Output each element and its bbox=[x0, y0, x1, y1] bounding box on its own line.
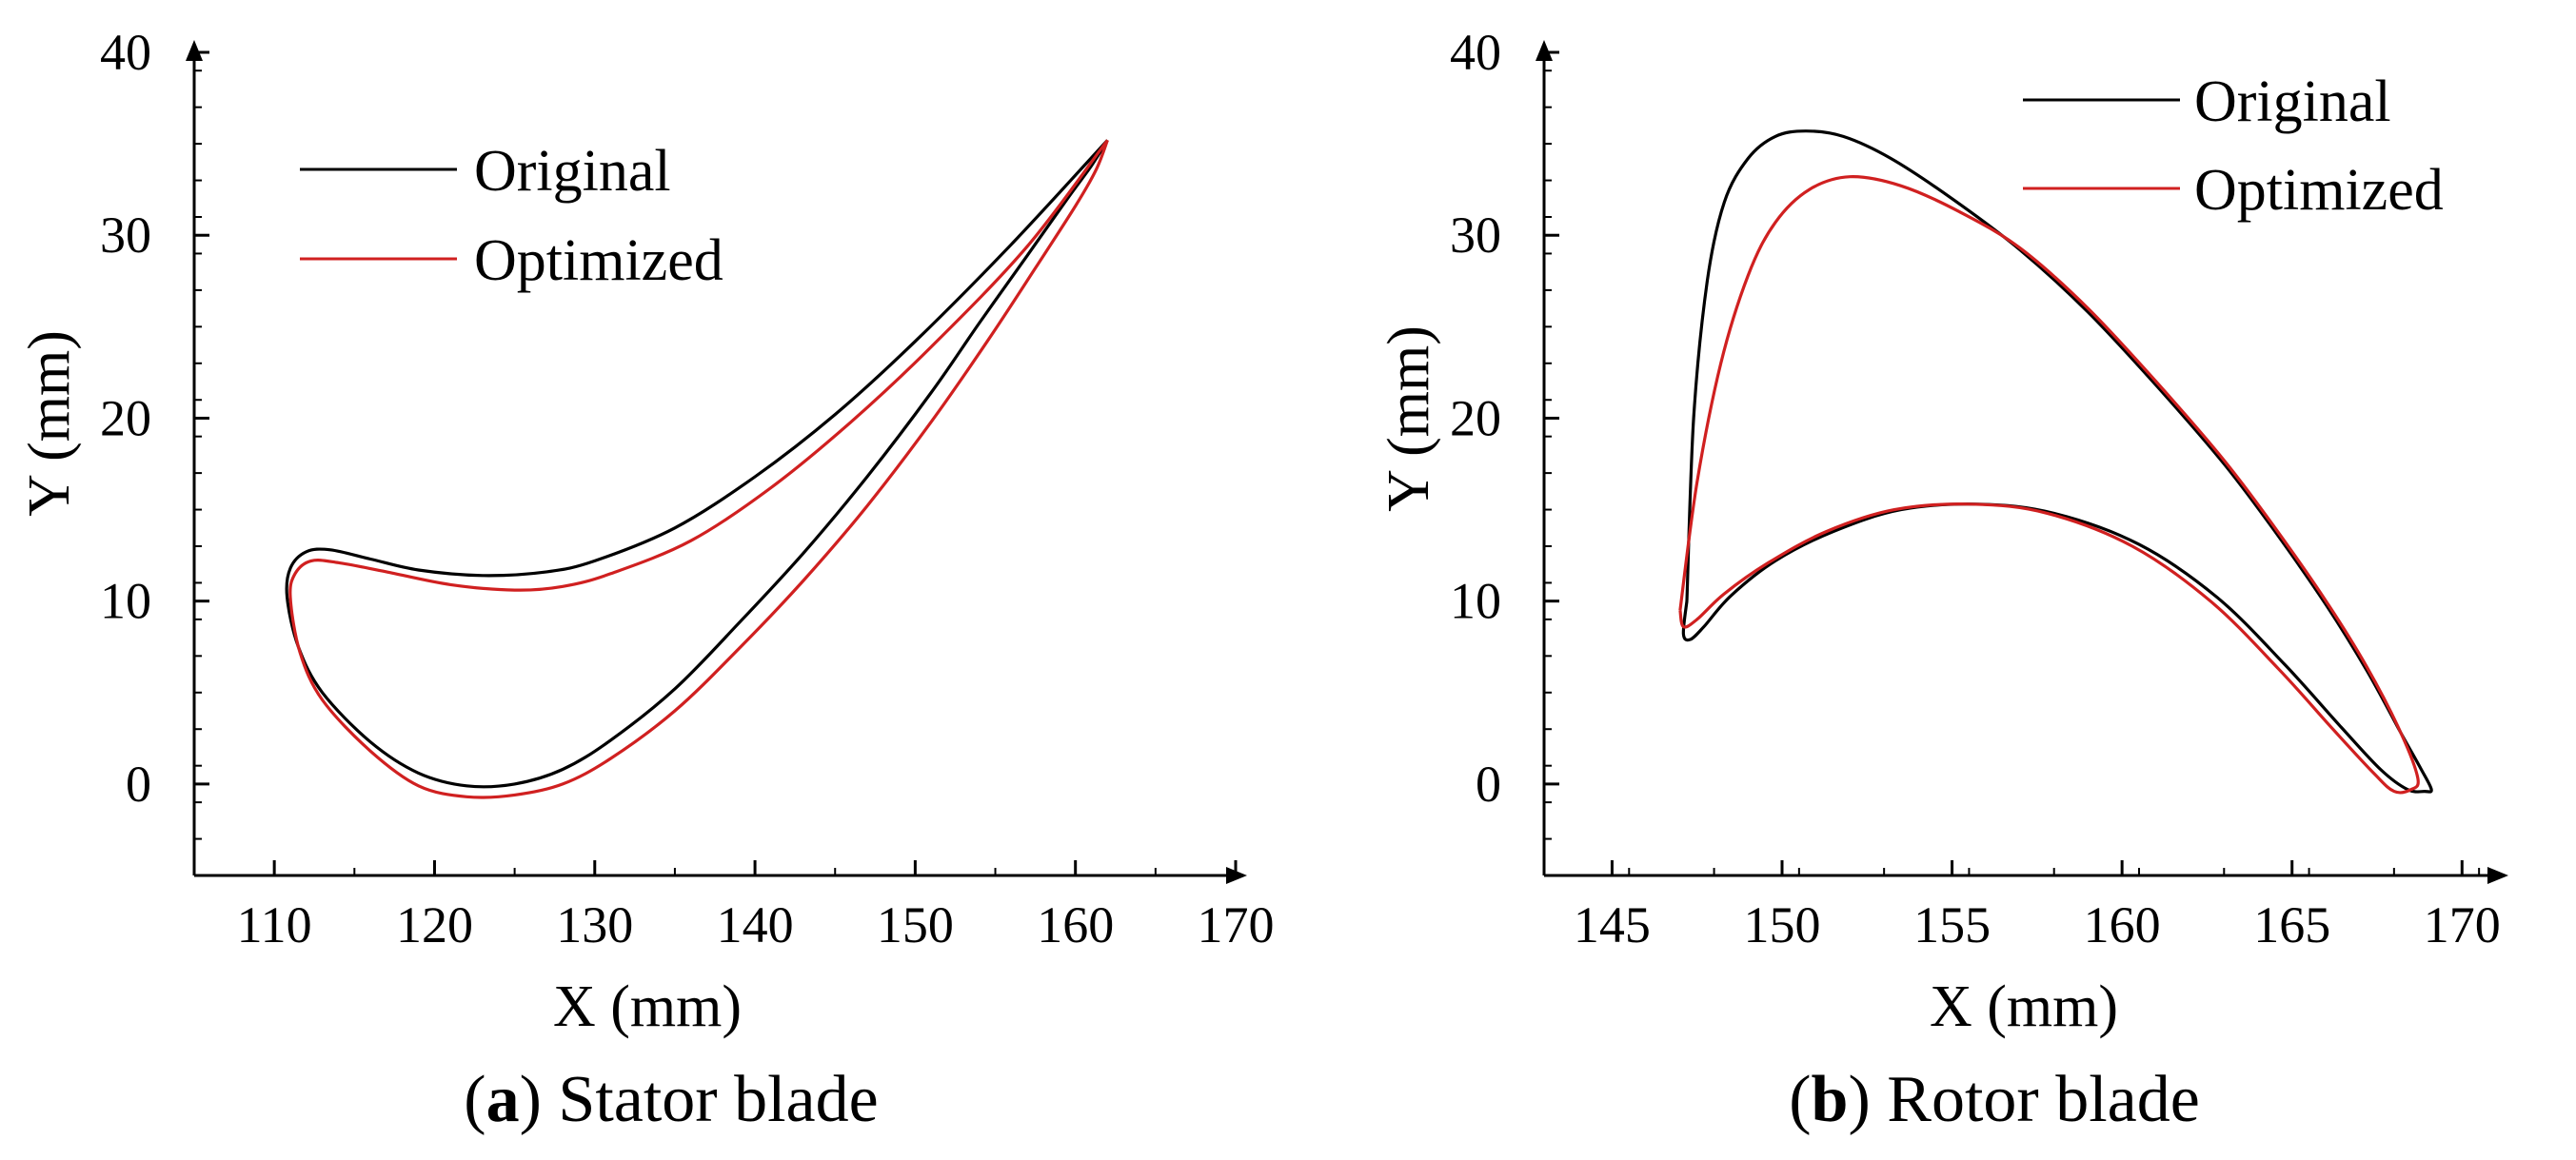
rotor-y-axis-arrow-icon bbox=[1536, 40, 1553, 61]
rotor-legend-optimized-label: Optimized bbox=[2194, 158, 2444, 223]
rotor-series bbox=[1678, 129, 2433, 795]
stator-caption: (a) Stator blade bbox=[464, 1063, 878, 1136]
stator-y-tick-label: 20 bbox=[100, 389, 151, 446]
rotor-y-tick-label: 20 bbox=[1450, 389, 1501, 446]
rotor-y-tick-label: 0 bbox=[1476, 756, 1501, 813]
rotor-series-original-line bbox=[1681, 129, 2433, 794]
rotor-x-tick-label: 145 bbox=[1574, 896, 1651, 954]
stator-y-axis-title: Y (mm) bbox=[17, 330, 82, 517]
stator-x-tick-label: 160 bbox=[1037, 896, 1114, 954]
rotor-x-axis-arrow-icon bbox=[2487, 867, 2508, 884]
stator-x-tick-label: 140 bbox=[717, 896, 794, 954]
rotor-x-tick-label: 155 bbox=[1913, 896, 1991, 954]
stator-x-tick-label: 110 bbox=[237, 896, 312, 954]
stator-series-optimized-line bbox=[288, 139, 1109, 799]
rotor-legend-original-label: Original bbox=[2194, 69, 2391, 134]
stator-x-tick-label: 170 bbox=[1198, 896, 1275, 954]
rotor-y-axis-title: Y (mm) bbox=[1377, 325, 1441, 512]
stator-series-original-line bbox=[285, 139, 1109, 789]
stator-x-tick-label: 150 bbox=[877, 896, 954, 954]
stator-series bbox=[285, 139, 1109, 799]
rotor-series-optimized-line bbox=[1678, 175, 2420, 795]
stator-y-tick-label: 30 bbox=[100, 206, 151, 264]
rotor-blade-chart: 145 150 155 160 165 170 0 10 20 30 40 X (mm) Y (mm… bbox=[1377, 24, 2508, 1136]
stator-y-tick-label: 0 bbox=[126, 756, 151, 813]
stator-y-tick-label: 10 bbox=[100, 573, 151, 630]
rotor-x-tick-label: 170 bbox=[2424, 896, 2501, 954]
stator-legend: Original Optimized bbox=[300, 139, 723, 293]
rotor-caption-letter: b bbox=[1812, 1063, 1849, 1136]
stator-axes: 110 120 130 140 150 160 170 0 10 20 30 40 bbox=[100, 24, 1275, 954]
stator-x-tick-label: 130 bbox=[556, 896, 633, 954]
rotor-y-tick-label: 40 bbox=[1450, 24, 1501, 81]
rotor-x-axis-title: X (mm) bbox=[1930, 974, 2118, 1039]
rotor-axes: 145 150 155 160 165 170 0 10 20 30 40 bbox=[1450, 24, 2508, 954]
rotor-caption-text: Rotor blade bbox=[1887, 1063, 2200, 1136]
rotor-caption: (b) Rotor blade bbox=[1789, 1063, 2200, 1136]
stator-y-axis-arrow-icon bbox=[186, 40, 203, 61]
stator-blade-chart: 110 120 130 140 150 160 170 0 10 20 30 40 X (mm) Y … bbox=[17, 24, 1275, 1136]
stator-legend-optimized-label: Optimized bbox=[474, 228, 723, 293]
stator-caption-letter: a bbox=[486, 1063, 520, 1136]
stator-legend-original-label: Original bbox=[474, 139, 671, 204]
stator-x-tick-label: 120 bbox=[396, 896, 473, 954]
rotor-x-tick-label: 150 bbox=[1744, 896, 1821, 954]
stator-caption-text: Stator blade bbox=[558, 1063, 878, 1136]
rotor-x-tick-label: 160 bbox=[2084, 896, 2161, 954]
stator-x-axis-title: X (mm) bbox=[553, 974, 742, 1039]
stator-y-tick-label: 40 bbox=[100, 24, 151, 81]
rotor-legend: Original Optimized bbox=[2023, 69, 2444, 223]
rotor-x-tick-label: 165 bbox=[2253, 896, 2330, 954]
rotor-y-tick-label: 10 bbox=[1450, 573, 1501, 630]
rotor-y-tick-label: 30 bbox=[1450, 206, 1501, 264]
